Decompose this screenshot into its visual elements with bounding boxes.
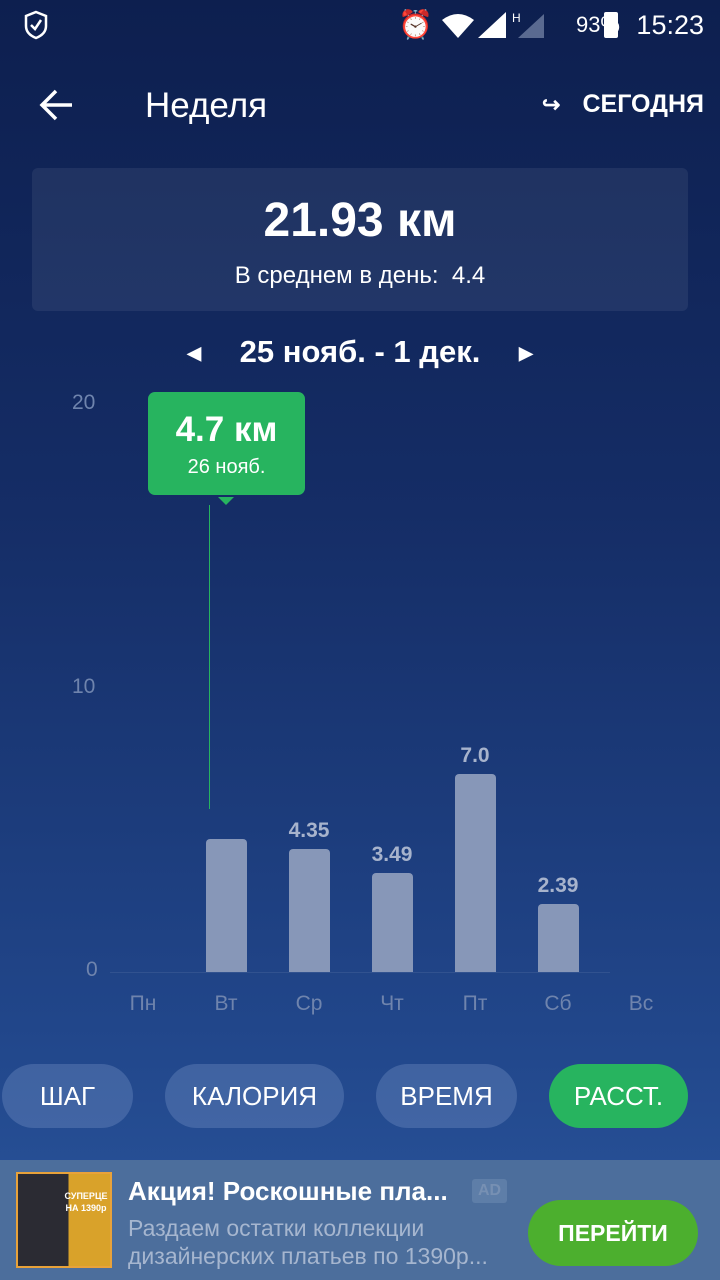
ad-badge: AD bbox=[472, 1179, 508, 1203]
x-tick-label: Пт bbox=[462, 992, 488, 1015]
bar-Чт[interactable] bbox=[372, 873, 413, 972]
back-arrow-icon[interactable] bbox=[38, 88, 74, 122]
date-range-nav: ◀ 25 нояб. - 1 дек. ▶ bbox=[0, 334, 720, 370]
prev-week-button[interactable]: ◀ bbox=[187, 343, 202, 364]
bar-Сб[interactable] bbox=[538, 904, 579, 972]
today-label: СЕГОДНЯ bbox=[582, 90, 704, 118]
signal-h-icon: H bbox=[512, 11, 544, 38]
x-tick-label: Сб bbox=[544, 992, 572, 1015]
ad-title: Акция! Роскошные пла... bbox=[128, 1176, 448, 1206]
tab-label: РАССТ. bbox=[573, 1080, 664, 1111]
tab-label: КАЛОРИЯ bbox=[191, 1080, 318, 1111]
today-button[interactable]: ↪ СЕГОДНЯ bbox=[542, 90, 704, 119]
x-tick-label: Вт bbox=[214, 992, 238, 1015]
total-distance: 21.93 км bbox=[263, 194, 457, 247]
bar-Пт[interactable] bbox=[455, 773, 496, 972]
ad-text: Раздаем остатки коллекции дизайнерских пл… bbox=[128, 1214, 488, 1270]
x-tick-label: Вс bbox=[628, 992, 654, 1015]
shield-check-icon bbox=[24, 10, 48, 40]
x-tick-label: Пн bbox=[129, 992, 157, 1015]
redo-icon: ↪ bbox=[542, 91, 561, 117]
x-tick-label: Ср bbox=[295, 992, 323, 1015]
bar-Вт[interactable] bbox=[206, 838, 247, 972]
wifi-icon bbox=[442, 14, 474, 38]
tab-calories[interactable]: КАЛОРИЯ bbox=[165, 1064, 344, 1128]
tab-label: ШАГ bbox=[39, 1080, 96, 1111]
page-title: Неделя bbox=[145, 86, 268, 125]
bar-value-label: 4.35 bbox=[288, 818, 330, 842]
status-bar: ⏰ H 93% 15:23 bbox=[0, 0, 720, 50]
avg-value: 4.4 bbox=[451, 262, 486, 289]
ad-image: СУПЕРЦЕНА 1390р bbox=[16, 1172, 112, 1268]
bar-value-label: 2.39 bbox=[537, 874, 579, 898]
tab-steps[interactable]: ШАГ bbox=[2, 1064, 133, 1128]
ad-text-line: дизайнерских платьев по 1390р... bbox=[128, 1243, 488, 1269]
alarm-icon: ⏰ bbox=[398, 9, 433, 40]
tooltip-value: 4.7 км bbox=[175, 410, 278, 449]
date-range: 25 нояб. - 1 дек. bbox=[239, 334, 481, 369]
ad-text-line: Раздаем остатки коллекции bbox=[128, 1215, 425, 1241]
selected-bar-tooltip: 4.7 км 26 нояб. bbox=[148, 392, 305, 505]
avg-label: В среднем в день: bbox=[234, 262, 439, 289]
clock: 15:23 bbox=[636, 10, 704, 40]
tab-distance[interactable]: РАССТ. bbox=[549, 1064, 688, 1128]
bar-value-label: 3.49 bbox=[371, 843, 413, 867]
ad-banner[interactable]: СУПЕРЦЕНА 1390р Акция! Роскошные пла... … bbox=[0, 1160, 720, 1280]
svg-text:H: H bbox=[512, 11, 521, 25]
x-tick-label: Чт bbox=[380, 992, 404, 1015]
y-tick-label: 10 bbox=[72, 674, 96, 698]
tooltip-date: 26 нояб. bbox=[187, 456, 266, 478]
daily-average: В среднем в день: 4.4 bbox=[32, 262, 688, 290]
ad-image-text: СУПЕРЦЕНА 1390р bbox=[64, 1191, 108, 1213]
summary-card: 21.93 км В среднем в день: 4.4 bbox=[32, 168, 688, 311]
ad-cta-button[interactable]: ПЕРЕЙТИ bbox=[528, 1200, 698, 1266]
signal-icon bbox=[478, 12, 506, 38]
battery-icon bbox=[604, 12, 618, 38]
highlight-line bbox=[209, 505, 210, 809]
y-tick-label: 20 bbox=[72, 391, 96, 414]
y-tick-label: 0 bbox=[86, 958, 98, 981]
bar-value-label: 7.0 bbox=[460, 743, 490, 767]
baseline bbox=[110, 972, 610, 973]
tab-time[interactable]: ВРЕМЯ bbox=[376, 1064, 517, 1128]
tab-label: ВРЕМЯ bbox=[400, 1080, 493, 1111]
next-week-button[interactable]: ▶ bbox=[518, 343, 533, 364]
bar-Ср[interactable] bbox=[289, 848, 330, 972]
